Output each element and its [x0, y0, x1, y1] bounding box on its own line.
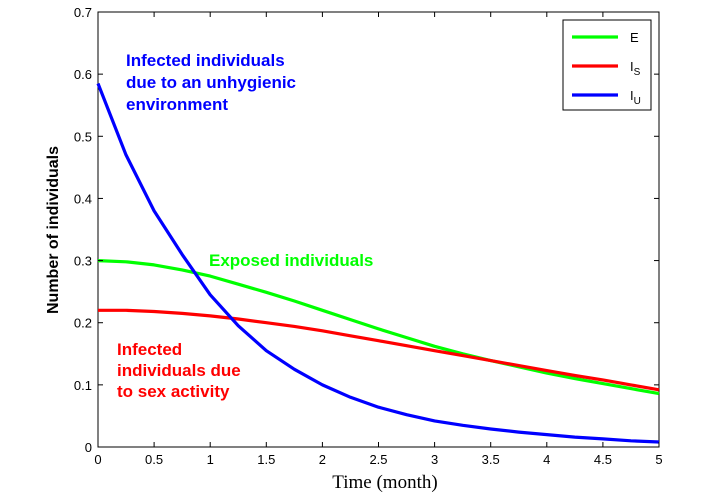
x-tick-label: 0.5: [145, 452, 163, 467]
y-tick-label: 0.7: [74, 5, 92, 20]
annotation-line: to sex activity: [117, 382, 230, 401]
annotation-line: Infected: [117, 340, 182, 359]
y-tick-label: 0.2: [74, 316, 92, 331]
legend-label: E: [630, 30, 639, 45]
x-tick-label: 0: [94, 452, 101, 467]
y-tick-label: 0.3: [74, 254, 92, 269]
x-tick-label: 2.5: [369, 452, 387, 467]
annotation-line: Infected individuals: [126, 51, 285, 70]
x-tick-label: 4: [543, 452, 550, 467]
series-line-i-s: [98, 308, 660, 392]
x-tick-label: 2: [319, 452, 326, 467]
y-tick-label: 0.1: [74, 378, 92, 393]
annotation-line: due to an unhygienic: [126, 73, 296, 92]
y-tick-label: 0.6: [74, 67, 92, 82]
series-line-e: [97, 259, 660, 396]
annotation-line: Exposed individuals: [209, 251, 373, 270]
x-tick-label: 5: [655, 452, 662, 467]
legend: E IS IU: [562, 19, 652, 111]
curves-group: [96, 82, 660, 444]
annotation-line: individuals due: [117, 361, 241, 380]
x-tick-label: 4.5: [594, 452, 612, 467]
x-tick-label: 1.5: [257, 452, 275, 467]
x-tick-label: 1: [207, 452, 214, 467]
y-tick-label: 0: [85, 440, 92, 455]
x-axis-label: Time (month): [332, 472, 437, 493]
annotation-line: environment: [126, 95, 228, 114]
legend-label: IS: [630, 59, 641, 78]
x-tick-label: 3: [431, 452, 438, 467]
series-line-i-u: [96, 82, 660, 444]
y-tick-label: 0.4: [74, 191, 92, 206]
ticks-group: 0 0.5 1 1.5 2 2.5 3 3.5 4 4.5 5 0 0.1 0.2 0.3 0.4 0.5 0.6…: [74, 5, 663, 467]
legend-label: IU: [630, 88, 641, 107]
y-axis-label: Number of individuals: [45, 146, 62, 314]
x-tick-label: 3.5: [482, 452, 500, 467]
annotations-group: Infected individuals due to an unhygienic…: [117, 51, 373, 401]
y-tick-label: 0.5: [74, 129, 92, 144]
